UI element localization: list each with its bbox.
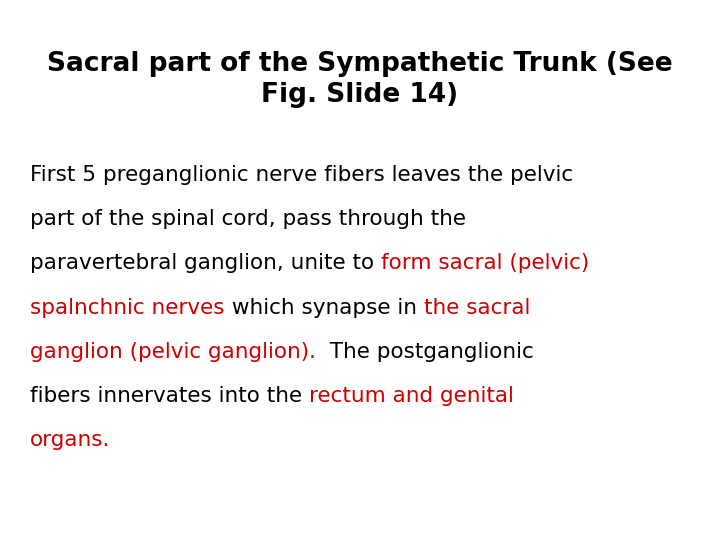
Text: which synapse in: which synapse in: [225, 298, 423, 318]
Text: fibers innervates into the: fibers innervates into the: [30, 386, 310, 406]
Text: the sacral: the sacral: [423, 298, 530, 318]
Text: Sacral part of the Sympathetic Trunk (See
Fig. Slide 14): Sacral part of the Sympathetic Trunk (Se…: [48, 51, 672, 109]
Text: organs.: organs.: [30, 430, 111, 450]
Text: part of the spinal cord, pass through the: part of the spinal cord, pass through th…: [30, 209, 467, 229]
Text: ganglion (pelvic ganglion).: ganglion (pelvic ganglion).: [30, 342, 316, 362]
Text: The postganglionic: The postganglionic: [316, 342, 534, 362]
Text: rectum and genital: rectum and genital: [310, 386, 514, 406]
Text: form sacral (pelvic): form sacral (pelvic): [382, 253, 590, 273]
Text: spalnchnic nerves: spalnchnic nerves: [30, 298, 225, 318]
Text: paravertebral ganglion, unite to: paravertebral ganglion, unite to: [30, 253, 382, 273]
Text: First 5 preganglionic nerve fibers leaves the pelvic: First 5 preganglionic nerve fibers leave…: [30, 165, 573, 185]
